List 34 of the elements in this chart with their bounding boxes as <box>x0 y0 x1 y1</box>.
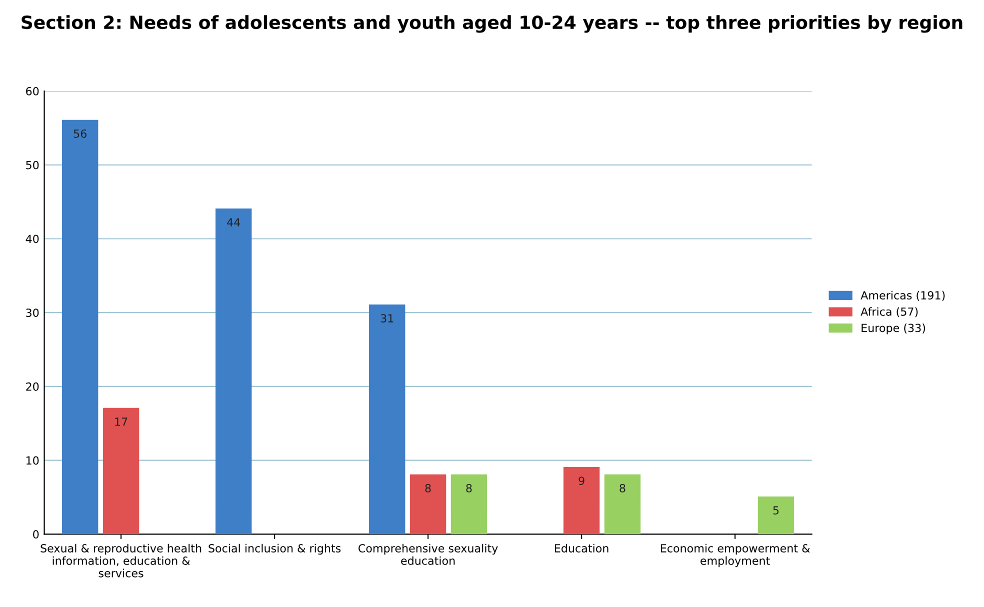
data-label: 5 <box>773 506 779 515</box>
y-tick-label: 60 <box>26 87 39 96</box>
bar <box>563 467 600 534</box>
data-label: 31 <box>380 314 394 323</box>
bar <box>604 474 641 534</box>
bar <box>758 496 794 534</box>
bar <box>450 474 488 534</box>
y-tick-label: 50 <box>26 160 39 170</box>
bar <box>216 208 252 534</box>
bar <box>369 304 406 534</box>
chart-title: Section 2: Needs of adolescents and youth aged 10-24 years -- top three priorities by region <box>22 15 962 33</box>
legend-label: Africa (57) <box>860 307 918 318</box>
x-tick-label: Economic empowerment & employment <box>660 544 810 568</box>
y-tick-label: 0 <box>33 530 39 539</box>
bar <box>62 120 98 534</box>
data-label: 8 <box>466 484 472 492</box>
legend-label: Europe (33) <box>862 324 926 334</box>
data-label: 17 <box>115 418 128 426</box>
data-label: 8 <box>425 484 431 492</box>
y-tick-label: 40 <box>26 234 39 244</box>
x-tick-label: Social inclusion & rights <box>208 544 341 555</box>
y-tick-label: 30 <box>26 308 39 317</box>
data-label: 44 <box>227 218 240 226</box>
bar <box>102 408 140 534</box>
x-tick-label: Comprehensive sexuality education <box>358 544 498 565</box>
data-label: 56 <box>74 129 86 138</box>
bar <box>410 474 446 534</box>
legend-label: Americas (191) <box>860 290 945 301</box>
data-label: 8 <box>620 484 626 492</box>
x-tick-label: Sexual & reproductive health information, education & services <box>40 544 202 578</box>
y-tick-label: 20 <box>26 382 39 391</box>
x-tick-label: Education <box>554 544 608 552</box>
data-label: 9 <box>578 476 584 485</box>
y-tick-label: 10 <box>26 456 39 465</box>
